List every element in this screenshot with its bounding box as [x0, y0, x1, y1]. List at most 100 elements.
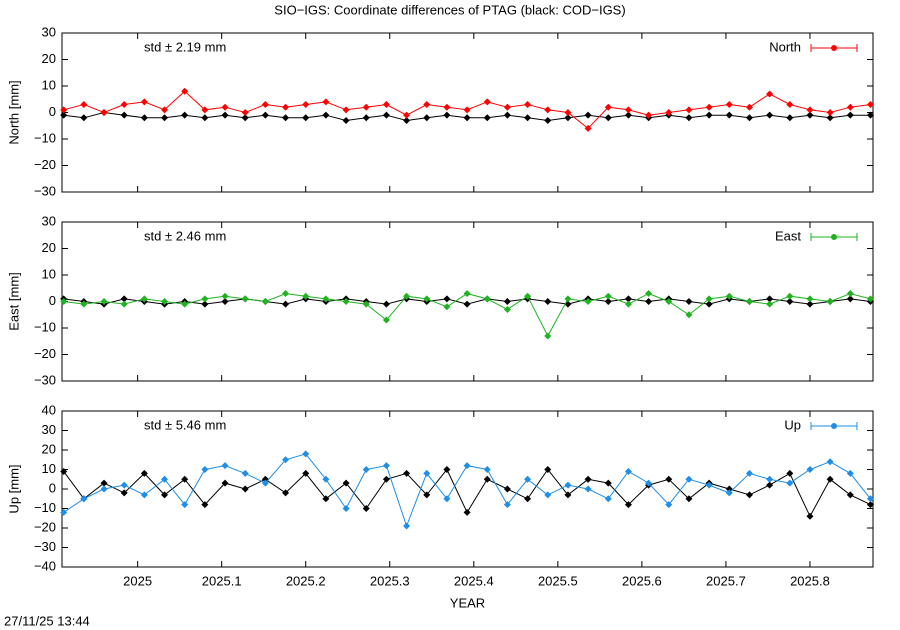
data-point	[362, 505, 370, 512]
data-point	[100, 109, 108, 116]
data-point	[463, 300, 471, 308]
data-point	[503, 111, 511, 119]
data-point	[786, 479, 794, 487]
data-point	[624, 467, 632, 475]
data-point	[544, 491, 552, 499]
data-point	[604, 292, 612, 300]
x-tick-label: 2025.1	[202, 573, 242, 588]
data-point	[786, 469, 794, 477]
data-point	[624, 106, 632, 114]
data-point	[342, 116, 350, 124]
data-point	[503, 103, 511, 111]
data-point	[322, 475, 330, 483]
data-point	[645, 290, 653, 298]
data-point	[483, 98, 491, 106]
data-point	[221, 298, 229, 305]
y-tick-label: 20	[42, 441, 56, 456]
data-point	[524, 101, 532, 109]
data-point	[766, 481, 774, 489]
data-point	[302, 469, 310, 477]
data-point	[604, 103, 612, 111]
data-point	[544, 298, 552, 305]
data-point	[362, 466, 370, 473]
data-point	[826, 114, 834, 122]
data-point	[382, 111, 390, 119]
data-point	[463, 508, 471, 516]
x-tick-label: 2025.5	[538, 573, 578, 588]
legend-label: North	[769, 39, 801, 54]
data-point	[80, 114, 88, 122]
data-point	[140, 114, 148, 122]
plot-frame	[61, 410, 874, 568]
data-point	[261, 111, 269, 119]
y-tick-label: −20	[34, 157, 56, 172]
y-tick-label: −20	[34, 519, 56, 534]
data-point	[463, 106, 471, 114]
data-point	[221, 103, 229, 111]
y-tick-label: 20	[42, 240, 56, 255]
data-point	[624, 295, 632, 303]
data-point	[846, 111, 854, 119]
data-point	[140, 295, 148, 303]
data-point	[282, 290, 290, 298]
data-point	[806, 106, 814, 114]
data-point	[100, 298, 108, 305]
data-point	[80, 300, 88, 308]
data-point	[564, 481, 572, 489]
data-point	[423, 469, 431, 477]
y-tick-label: −40	[34, 558, 56, 573]
data-point	[564, 295, 572, 303]
legend-label: East	[775, 228, 801, 243]
data-point	[866, 495, 874, 503]
data-point	[766, 111, 774, 119]
data-point	[685, 106, 693, 114]
data-point	[241, 109, 249, 116]
data-point	[100, 479, 108, 487]
data-point	[705, 103, 713, 111]
data-point	[524, 292, 532, 300]
data-point	[443, 466, 451, 473]
y-tick-label: 10	[42, 461, 56, 476]
y-tick-label: 20	[42, 51, 56, 66]
y-tick-label: 0	[49, 480, 56, 495]
data-point	[201, 300, 209, 308]
data-point	[423, 295, 431, 303]
data-point	[846, 103, 854, 111]
data-point	[403, 111, 411, 119]
data-point	[604, 495, 612, 503]
data-point	[483, 475, 491, 483]
data-point	[60, 111, 68, 119]
x-tick-label: 2025.3	[370, 573, 410, 588]
y-tick-label: −30	[34, 183, 56, 198]
y-tick-label: 10	[42, 77, 56, 92]
data-point	[60, 106, 68, 114]
data-point	[463, 114, 471, 122]
data-point	[564, 491, 572, 499]
data-point	[382, 475, 390, 483]
data-point	[564, 114, 572, 122]
data-point	[161, 475, 169, 483]
data-point	[826, 458, 834, 466]
x-tick-label: 2025.8	[790, 573, 830, 588]
data-point	[685, 114, 693, 122]
data-point	[362, 114, 370, 122]
y-tick-label: 30	[42, 24, 56, 39]
data-point	[745, 469, 753, 477]
data-point	[483, 466, 491, 473]
data-point	[846, 290, 854, 298]
data-point	[161, 106, 169, 114]
data-point	[382, 316, 390, 324]
data-point	[403, 116, 411, 124]
y-tick-label: 10	[42, 266, 56, 281]
x-tick-label: 2025.2	[286, 573, 326, 588]
data-point	[100, 485, 108, 493]
legend-marker	[831, 45, 837, 51]
data-point	[645, 298, 653, 305]
data-point	[403, 522, 411, 530]
data-point	[181, 87, 189, 95]
data-point	[806, 295, 814, 303]
data-point	[846, 491, 854, 499]
data-point	[181, 111, 189, 119]
data-point	[826, 109, 834, 116]
data-point	[786, 298, 794, 305]
